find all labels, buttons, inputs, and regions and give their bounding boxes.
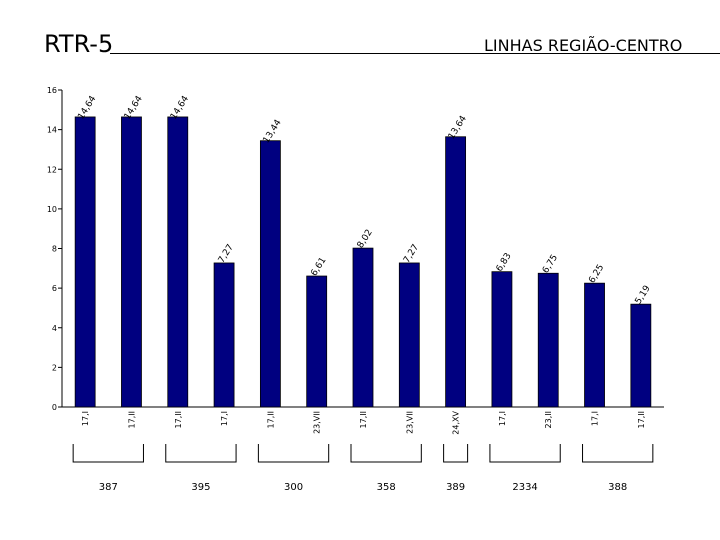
bar — [398, 262, 420, 408]
x-tick-label: 17,II — [637, 411, 646, 428]
x-tick-label: 17,I — [220, 411, 229, 426]
y-tick-label: 12 — [47, 165, 57, 174]
group-label: 388 — [608, 482, 627, 493]
group-bracket — [489, 444, 561, 463]
bar-value-label: 6,83 — [495, 251, 514, 273]
page-subtitle: LINHAS REGIÃO-CENTRO — [484, 36, 683, 55]
y-tick-label: 14 — [47, 126, 57, 135]
y-tick-label: 6 — [52, 284, 57, 293]
bar — [537, 272, 559, 408]
group-bracket — [257, 444, 330, 463]
group-bracket — [582, 444, 654, 463]
group-label: 389 — [446, 482, 465, 493]
bar — [491, 271, 513, 408]
bar — [445, 136, 467, 408]
bar — [630, 303, 652, 408]
group-label: 395 — [191, 482, 210, 493]
y-tick-label: 4 — [52, 324, 57, 333]
y-tick-label: 2 — [52, 363, 57, 372]
y-tick-label: 10 — [47, 205, 57, 214]
group-bracket — [443, 444, 469, 463]
y-tick-label: 16 — [47, 86, 57, 95]
y-tick-label: 8 — [52, 245, 57, 254]
x-tick-label: 23,VII — [313, 411, 322, 434]
group-bracket — [350, 444, 422, 463]
title-underline — [110, 53, 720, 54]
group-label: 387 — [99, 482, 118, 493]
group-bracket — [165, 444, 237, 463]
x-tick-label: 24,XV — [452, 410, 461, 434]
x-tick-label: 17,II — [127, 411, 136, 428]
y-tick-label: 0 — [52, 403, 57, 412]
page-title: RTR-5 — [44, 30, 114, 58]
bar — [352, 247, 374, 408]
bar-value-label: 6,25 — [587, 263, 606, 285]
x-tick-label: 23,VII — [405, 411, 414, 434]
bar-value-label: 7,27 — [217, 243, 236, 265]
bar — [213, 262, 235, 408]
bar-value-label: 6,75 — [541, 253, 560, 275]
bar-value-label: 5,19 — [634, 284, 653, 307]
x-tick-label: 17,I — [591, 411, 600, 426]
bar — [584, 282, 605, 408]
group-label: 358 — [377, 482, 396, 493]
bar-value-label: 7,27 — [402, 243, 421, 265]
bar — [121, 116, 142, 408]
x-tick-label: 17,II — [174, 411, 183, 428]
x-tick-label: 23,II — [544, 411, 553, 428]
group-label: 2334 — [512, 482, 537, 493]
x-tick-label: 17,II — [266, 411, 275, 428]
x-tick-label: 17,I — [81, 411, 90, 426]
group-bracket — [72, 444, 144, 463]
group-label: 300 — [284, 482, 303, 493]
bar — [74, 116, 96, 408]
x-tick-label: 17,I — [498, 411, 507, 426]
bar-value-label: 8,02 — [356, 228, 375, 250]
bar — [259, 140, 281, 408]
x-tick-label: 17,II — [359, 411, 368, 428]
bar-value-label: 6,61 — [309, 256, 328, 278]
bar — [306, 275, 328, 408]
bar — [167, 116, 189, 408]
